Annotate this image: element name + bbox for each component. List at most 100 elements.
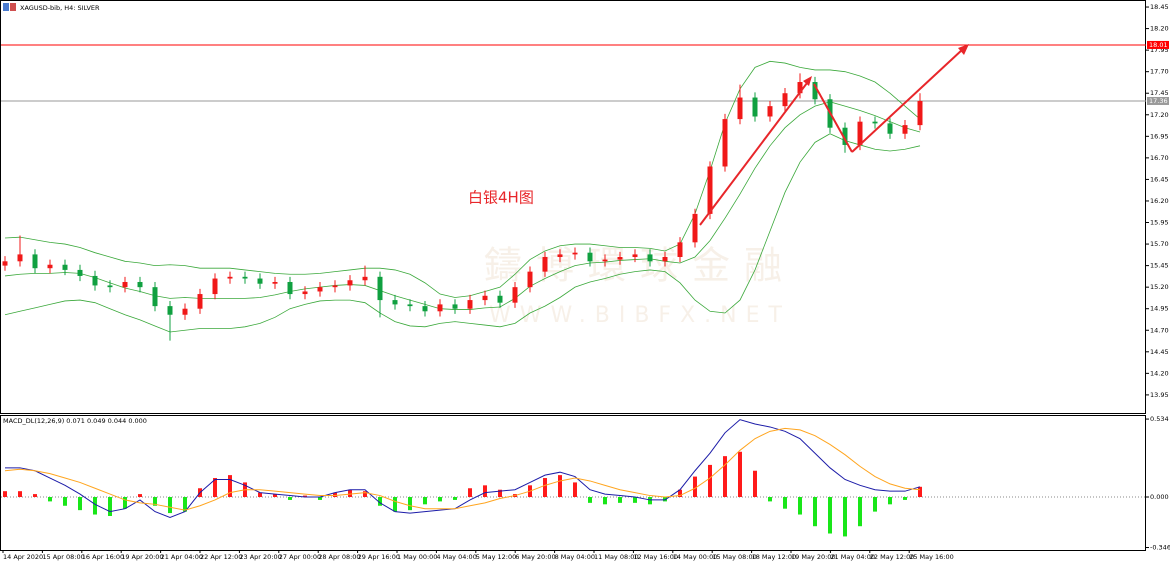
y-tick-label: 15.95 [1150, 219, 1169, 227]
x-tick-label: 28 Apr 08:00 [318, 553, 360, 561]
histogram-bar [168, 497, 172, 514]
x-tick-label: 22 May 12:00 [870, 553, 915, 561]
histogram-bar [123, 497, 127, 509]
y-tick-label: 18.45 [1150, 3, 1169, 11]
x-tick-label: 19 Apr 20:00 [121, 553, 163, 561]
histogram-bar [873, 497, 877, 512]
histogram-bar [693, 476, 697, 498]
candle-body [167, 306, 173, 315]
plot: 18.45 18.20 17.95 17.70 17.45 17.20 16.95 16.70… [1, 3, 1170, 561]
histogram-bar [483, 485, 487, 498]
y-tick-label: 13.95 [1150, 391, 1169, 399]
candle-body [107, 285, 113, 288]
y-tick-label: 16.45 [1150, 175, 1169, 183]
histogram-bar [453, 497, 457, 500]
candle-body [572, 252, 578, 255]
y-tick-label: 17.20 [1150, 111, 1169, 119]
candle-body [302, 291, 308, 295]
candle-body [887, 123, 893, 134]
watermark-url: WWW.BIBFX.NET [489, 303, 791, 328]
candle-body [632, 254, 638, 257]
histogram-bar [573, 482, 577, 498]
histogram-bar [348, 489, 352, 498]
candle-body [857, 121, 863, 145]
candle-body [47, 264, 53, 269]
candle-body [782, 93, 788, 107]
candle-body [842, 127, 848, 145]
candle-body [812, 82, 818, 100]
y-tick-label: 0.000 [1150, 493, 1169, 501]
macd-panel-frame [0, 415, 1146, 551]
histogram-bar [363, 491, 367, 498]
candle-body [212, 278, 218, 295]
candle-body [707, 166, 713, 214]
candle-body [692, 213, 698, 243]
candle-body [737, 97, 743, 120]
histogram-bar [138, 494, 142, 498]
histogram-bar [108, 497, 112, 516]
histogram-bar [378, 497, 382, 506]
x-tick-label: 22 Apr 12:00 [200, 553, 242, 561]
x-tick-label: 14 Apr 2020 [3, 553, 43, 561]
histogram-bar [258, 492, 262, 498]
y-tick-label: 16.70 [1150, 154, 1169, 162]
candle-body [332, 285, 338, 288]
x-tick-label: 12 May 16:00 [633, 553, 678, 561]
x-tick-label: 11 May 08:00 [594, 553, 639, 561]
histogram-bar [708, 464, 712, 498]
histogram-bar [843, 497, 847, 537]
histogram-bar [603, 497, 607, 505]
candle-body [17, 254, 23, 262]
macd-line [5, 419, 921, 518]
histogram-bar [213, 478, 217, 498]
histogram-bar [543, 478, 547, 498]
x-tick-label: 5 May 12:00 [476, 553, 516, 561]
level-tag [1147, 40, 1169, 49]
candle-body [512, 287, 518, 303]
candle-body [497, 295, 503, 303]
candle-body [752, 97, 758, 117]
candle-body [602, 259, 608, 262]
candle-body [32, 254, 38, 269]
histogram-bar [183, 497, 187, 512]
histogram-bar [78, 497, 82, 511]
x-tick-label: 27 Apr 00:00 [279, 553, 321, 561]
y-tick-label: 15.20 [1150, 283, 1169, 291]
histogram-bar [408, 497, 412, 511]
candle-body [452, 304, 458, 309]
x-tick-label: 25 May 16:00 [909, 553, 954, 561]
macd-label: MACD_DL(12,26,9) 0.071 0.049 0.044 0.000 [3, 417, 147, 425]
histogram-bar [228, 475, 232, 498]
histogram-bar [633, 497, 637, 503]
candle-body [917, 100, 923, 126]
candle-body [467, 300, 473, 309]
candle-body [317, 287, 323, 292]
candle-body [902, 125, 908, 134]
y-tick-label: 0.534 [1150, 415, 1169, 423]
candle-body [122, 281, 128, 288]
candle-body [347, 280, 353, 286]
chart-title: XAGUSD-bib, H4: SILVER [20, 4, 100, 12]
histogram-bar [918, 486, 922, 498]
candle-body [287, 281, 293, 295]
y-tick-label: 14.20 [1150, 369, 1169, 377]
candle-body [362, 276, 368, 281]
histogram-bar [498, 489, 502, 498]
histogram-bar [558, 475, 562, 498]
candle-body [617, 256, 623, 260]
symbol-icon [3, 3, 16, 11]
histogram-bar [438, 497, 442, 502]
histogram-bar [423, 497, 427, 505]
histogram-bar [318, 497, 322, 500]
level-label: 17.36 [1149, 97, 1168, 105]
histogram-bar [333, 492, 337, 498]
candle-body [182, 308, 188, 315]
x-tick-label: 21 May 04:00 [830, 553, 875, 561]
y-tick-label: 17.70 [1150, 68, 1169, 76]
x-tick-label: 8 May 04:00 [555, 553, 595, 561]
candle-body [152, 287, 158, 307]
histogram-bar [393, 497, 397, 512]
x-tick-label: 15 Apr 08:00 [42, 553, 84, 561]
candle-body [722, 119, 728, 167]
histogram-bar [783, 497, 787, 509]
